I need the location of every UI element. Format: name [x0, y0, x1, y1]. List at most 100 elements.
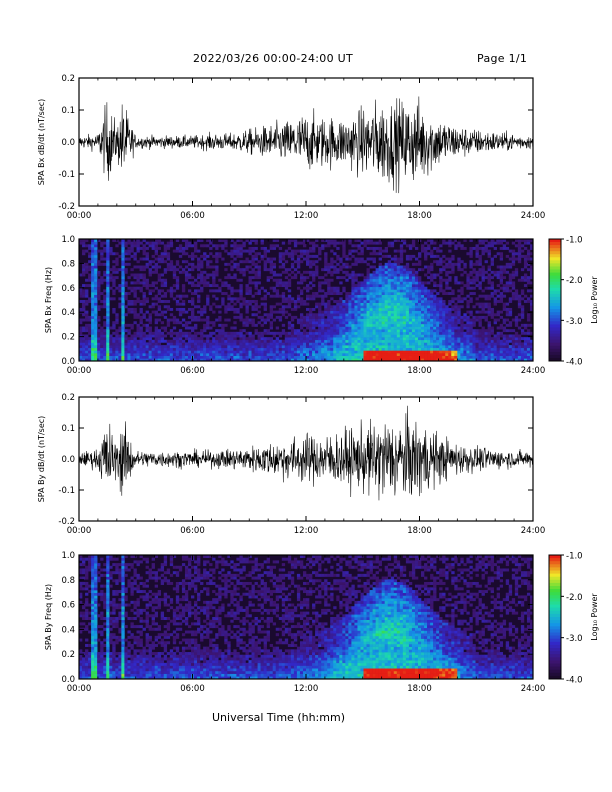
spectrogram-cell	[487, 244, 491, 248]
spectrogram-cell	[390, 310, 395, 314]
spectrogram-cell	[224, 334, 228, 338]
spectrogram-cell	[514, 353, 519, 356]
spectrogram-cell	[215, 342, 219, 346]
spectrogram-cell	[163, 358, 168, 362]
spectrogram-cell	[127, 358, 131, 362]
spectrogram-cell	[439, 300, 443, 303]
spectrogram-cell	[263, 268, 267, 272]
spectrogram-cell	[157, 276, 162, 280]
spectrogram-cell	[88, 331, 92, 335]
spectrogram-cell	[121, 331, 125, 335]
spectrogram-cell	[251, 239, 255, 242]
spectrogram-cell	[312, 339, 316, 343]
spectrogram-cell	[112, 353, 116, 356]
spectrogram-cell	[345, 337, 349, 341]
spectrogram-cell	[451, 241, 455, 245]
spectrogram-cell	[148, 334, 152, 338]
spectrogram-cell	[360, 297, 364, 301]
spectrogram-cell	[221, 292, 225, 295]
spectrogram-cell	[88, 345, 92, 349]
spectrogram-cell	[272, 334, 277, 338]
spectrogram-cell	[478, 254, 482, 258]
spectrogram-cell	[390, 318, 395, 322]
spectrogram-cell	[451, 337, 455, 341]
spectrogram-cell	[197, 239, 201, 242]
spectrogram-cell	[309, 358, 313, 362]
spectrogram-cell	[318, 249, 322, 253]
spectrogram-cell	[175, 302, 180, 306]
spectrogram-cell	[181, 307, 186, 311]
spectrogram-cell	[82, 606, 86, 610]
spectrogram-cell	[209, 265, 213, 269]
spectrogram-cell	[366, 318, 370, 322]
spectrogram-cell	[257, 350, 261, 354]
spectrogram-cell	[275, 244, 280, 248]
spectrogram-cell	[496, 294, 501, 298]
spectrogram-cell	[333, 313, 337, 317]
spectrogram-cell	[206, 321, 210, 325]
spectrogram-cell	[529, 358, 534, 362]
spectrogram-cell	[118, 297, 122, 301]
spectrogram-cell	[251, 300, 255, 303]
spectrogram-cell	[312, 313, 316, 317]
spectrogram-cell	[457, 358, 461, 362]
spectrogram-cell	[439, 339, 443, 343]
spectrogram-cell	[312, 334, 316, 338]
spectrogram-cell	[508, 353, 513, 356]
spectrogram-cell	[463, 297, 467, 301]
spectrogram-cell	[136, 358, 140, 362]
spectrogram-cell	[451, 345, 455, 349]
spectrogram-cell	[330, 260, 334, 264]
spectrogram-cell	[275, 355, 280, 359]
spectrogram-cell	[526, 358, 531, 362]
spectrogram-cell	[457, 289, 461, 293]
spectrogram-cell	[227, 342, 231, 346]
spectrogram-cell	[312, 244, 316, 248]
data-trace	[78, 405, 534, 501]
spectrogram-cell	[100, 342, 104, 346]
spectrogram-cell	[421, 345, 425, 349]
spectrogram-cell	[133, 241, 137, 245]
spectrogram-cell	[411, 286, 416, 290]
spectrogram-cell	[508, 313, 513, 317]
spectrogram-cell	[475, 270, 479, 274]
spectrogram-cell	[405, 347, 410, 351]
spectrogram-cell	[417, 302, 422, 306]
spectrogram-cell	[100, 331, 104, 335]
spectrogram-cell	[369, 350, 373, 354]
spectrogram-cell	[206, 281, 210, 285]
spectrogram-cell	[381, 286, 385, 290]
spectrogram-cell	[209, 342, 213, 346]
spectrogram-cell	[206, 244, 210, 248]
spectrogram-cell	[88, 662, 92, 666]
spectrogram-cell	[378, 323, 382, 327]
spectrogram-cell	[378, 339, 382, 343]
spectrogram-cell	[127, 347, 131, 351]
spectrogram-cell	[348, 302, 352, 306]
spectrogram-cell	[466, 355, 470, 359]
spectrogram-cell	[396, 334, 401, 338]
spectrogram-cell	[517, 278, 522, 282]
spectrogram-cell	[390, 289, 395, 293]
spectrogram-cell	[139, 350, 143, 354]
spectrogram-cell	[366, 321, 370, 325]
spectrogram-cell	[236, 289, 240, 293]
spectrogram-cell	[433, 347, 437, 351]
spectrogram-cell	[230, 345, 234, 349]
spectrogram-cell	[127, 342, 131, 346]
spectrogram-cell	[257, 281, 261, 285]
spectrogram-cell	[378, 284, 382, 288]
spectrogram-cell	[396, 355, 401, 359]
spectrogram-cell	[529, 331, 534, 335]
spectrogram-cell	[445, 329, 449, 333]
spectrogram-cell	[360, 249, 364, 253]
spectrogram-cell	[94, 278, 98, 282]
spectrogram-cell	[469, 345, 473, 349]
spectrogram-cell	[402, 313, 407, 317]
spectrogram-cell	[408, 270, 413, 274]
spectrogram-cell	[127, 292, 131, 295]
spectrogram-cell	[402, 331, 407, 335]
spectrogram-cell	[529, 300, 534, 303]
spectrogram-cell	[433, 281, 437, 285]
spectrogram-cell	[481, 246, 485, 250]
